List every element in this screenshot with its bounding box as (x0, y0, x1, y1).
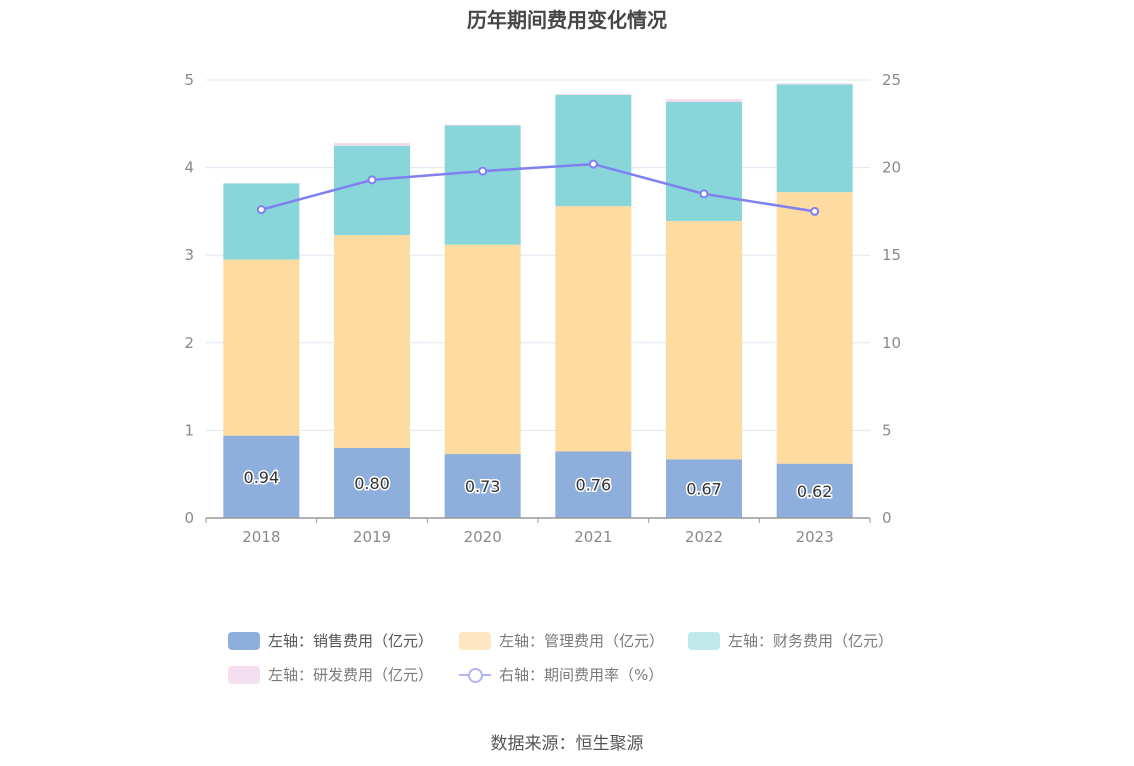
chart-title: 历年期间费用变化情况 (467, 8, 667, 32)
bar-segment-3 (776, 83, 853, 85)
legend-label-finance: 左轴：财务费用（亿元） (728, 632, 894, 650)
y-left-tick-label: 3 (184, 246, 194, 264)
legend-item-admin[interactable]: 左轴：管理费用（亿元） (459, 630, 664, 651)
y-right-tick-label: 15 (882, 246, 901, 264)
bar-segment-1 (555, 206, 632, 452)
bar-segment-1 (776, 192, 853, 464)
legend-swatch-rd (228, 665, 260, 684)
bar-segment-1 (223, 259, 300, 436)
bar-data-label: 0.80 (354, 474, 390, 493)
x-tick-label: 2020 (464, 528, 502, 546)
bar-segment-3 (555, 94, 632, 95)
legend-label-rate: 右轴：期间费用率（%） (499, 666, 664, 684)
bar-segment-0 (776, 463, 853, 518)
bar-segment-0 (555, 451, 632, 518)
bar-segment-1 (334, 235, 410, 448)
bar-segment-2 (444, 125, 521, 245)
bar-segment-2 (776, 84, 853, 193)
rate-point (810, 206, 820, 216)
bar-data-label: 0.76 (576, 476, 612, 495)
bar-segment-0 (444, 454, 521, 518)
bar-segment-2 (223, 183, 300, 260)
y-left-tick-label: 4 (184, 159, 194, 177)
x-tick-label: 2019 (353, 528, 391, 546)
bar-segment-3 (444, 124, 521, 126)
bar-segment-0 (223, 435, 300, 518)
bar-data-label: 0.62 (797, 482, 833, 501)
rate-point (588, 159, 598, 169)
legend-label-sales: 左轴：销售费用（亿元） (268, 632, 434, 650)
x-tick-label: 2023 (796, 528, 834, 546)
legend-label-rd: 左轴：研发费用（亿元） (268, 666, 434, 684)
y-left-tick-label: 5 (184, 71, 194, 89)
x-tick-label: 2018 (242, 528, 280, 546)
bar-data-label: 0.67 (686, 480, 722, 499)
legend-swatch-finance (688, 631, 720, 650)
legend-item-rate[interactable]: 右轴：期间费用率（%） (459, 664, 663, 685)
x-tick-label: 2021 (574, 528, 612, 546)
y-right-tick-label: 5 (882, 421, 892, 439)
y-right-tick-label: 10 (882, 334, 901, 352)
y-right-tick-label: 0 (882, 509, 892, 527)
bar-segment-0 (666, 459, 742, 518)
bar-segment-3 (666, 99, 742, 102)
y-left-tick-label: 0 (184, 509, 194, 527)
legend-swatch-admin (459, 631, 491, 650)
bar-segment-2 (666, 101, 742, 222)
legend-label-admin: 左轴：管理费用（亿元） (499, 632, 665, 650)
rate-point (699, 189, 709, 199)
rate-line (261, 162, 815, 213)
y-left-tick-label: 2 (184, 334, 194, 352)
bar-segment-2 (334, 145, 410, 236)
legend-swatch-sales (228, 631, 260, 650)
bar-segment-1 (444, 244, 521, 455)
y-right-tick-label: 20 (882, 159, 901, 177)
legend-item-rd[interactable]: 左轴：研发费用（亿元） (228, 664, 433, 685)
bar-segment-0 (334, 447, 410, 518)
legend-item-finance[interactable]: 左轴：财务费用（亿元） (688, 630, 893, 651)
legend-line-rate (459, 666, 491, 684)
y-right-tick-label: 25 (882, 71, 901, 89)
rate-point (478, 166, 488, 176)
bar-segment-1 (666, 221, 742, 460)
rate-point (367, 175, 377, 185)
x-tick-label: 2022 (685, 528, 723, 546)
bar-segment-2 (555, 94, 632, 207)
data-source: 数据来源：恒生聚源 (490, 734, 644, 754)
chart-plot: 0 1 2 3 4 5 0 5 10 15 20 25 2018 2019 2020 2021 2022 2023… (184, 71, 901, 546)
legend-item-sales[interactable]: 左轴：销售费用（亿元） (228, 630, 433, 651)
y-left-tick-label: 1 (184, 421, 194, 439)
bar-data-label: 0.73 (465, 477, 501, 496)
bar-data-label: 0.94 (244, 468, 280, 487)
bar-segment-3 (334, 143, 410, 146)
rate-point (256, 205, 266, 215)
